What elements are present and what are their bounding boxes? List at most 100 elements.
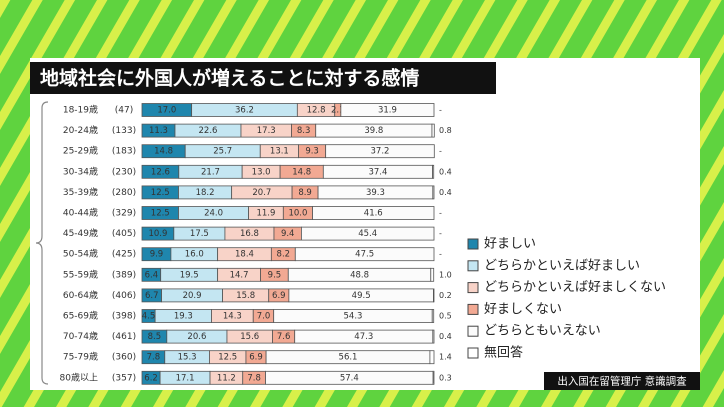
value-label: 6.2	[144, 373, 158, 383]
value-label: 12.5	[151, 209, 170, 219]
category-label: 60-64歳	[63, 289, 98, 301]
category-label: 25-29歳	[63, 145, 98, 157]
value-label: 8.3	[297, 126, 311, 136]
source-box	[544, 372, 700, 390]
value-label: 14.3	[223, 312, 242, 322]
value-label: 11.2	[217, 373, 236, 383]
value-label: 15.8	[236, 291, 255, 301]
category-label: 70-74歳	[63, 330, 98, 342]
legend-label: 好ましくない	[484, 302, 562, 317]
value-label: 6.9	[272, 291, 286, 301]
value-label: 36.2	[235, 106, 254, 116]
value-label: -	[439, 106, 442, 115]
value-label: 49.5	[352, 291, 371, 301]
value-label: 22.6	[199, 126, 218, 136]
value-label: 2.1	[331, 106, 345, 116]
source: 出入国在留管理庁 意識調査	[557, 375, 687, 388]
category-label: 20-24歳	[63, 124, 98, 136]
value-label: 1.4	[439, 353, 452, 362]
value-label: 11.3	[149, 126, 168, 136]
sample-size: (461)	[112, 332, 136, 342]
legend-swatch	[467, 282, 479, 294]
value-label: 57.4	[340, 373, 359, 383]
bar-segment	[432, 164, 435, 179]
bar-segment	[294, 247, 435, 262]
category-label: 75-79歳	[63, 351, 98, 363]
value-label: 9.5	[268, 270, 282, 280]
category-label: 65-69歳	[63, 310, 98, 322]
value-label: 20.6	[187, 332, 206, 342]
value-label: 14.8	[292, 167, 311, 177]
bracket	[35, 101, 49, 385]
bar-segment	[429, 350, 435, 365]
category-label: 35-39歳	[63, 186, 98, 198]
value-label: 16.8	[240, 229, 259, 239]
category-label: 50-54歳	[63, 248, 98, 260]
value-label: 56.1	[339, 353, 358, 363]
value-label: 15.6	[240, 332, 259, 342]
category-label: 45-49歳	[63, 227, 98, 239]
value-label: 8.2	[277, 250, 291, 260]
value-label: 8.9	[298, 188, 312, 198]
category-label: 55-59歳	[63, 268, 98, 280]
value-label: 47.3	[354, 332, 373, 342]
legend-swatch	[467, 347, 479, 359]
bar-segment	[433, 288, 435, 303]
legend-label: どちらかといえば好ましい	[484, 258, 640, 273]
value-label: 10.9	[148, 229, 167, 239]
sample-size: (405)	[112, 229, 136, 239]
value-label: 0.5	[439, 312, 452, 321]
value-label: 9.9	[150, 250, 164, 260]
sample-size: (230)	[112, 167, 136, 177]
sample-size: (47)	[115, 106, 133, 116]
value-label: 20.9	[183, 291, 202, 301]
bar-segment	[325, 144, 435, 159]
bar-segment	[340, 103, 435, 117]
sample-size: (389)	[112, 270, 136, 280]
value-label: 0.8	[439, 126, 452, 135]
bar-segment	[431, 123, 435, 138]
legend-swatch	[467, 260, 479, 272]
bar-segment	[432, 329, 435, 344]
sample-size: (183)	[112, 147, 136, 157]
category-label: 30-34歳	[63, 165, 98, 177]
legend-swatch	[467, 303, 479, 315]
legend-swatch	[467, 238, 479, 250]
value-label: 13.0	[252, 167, 271, 177]
value-label: -	[439, 147, 442, 156]
value-label: 9.3	[305, 147, 319, 157]
legend-label: 好ましい	[484, 237, 536, 252]
value-label: 10.0	[288, 209, 307, 219]
value-label: 13.1	[270, 147, 289, 157]
value-label: 12.8	[307, 106, 326, 116]
value-label: 37.4	[368, 167, 387, 177]
value-label: 15.3	[178, 353, 197, 363]
value-label: 12.5	[218, 353, 237, 363]
value-label: 37.2	[371, 147, 390, 157]
value-label: 18.2	[196, 188, 215, 198]
value-label: 4.5	[142, 312, 156, 322]
value-label: 11.9	[256, 209, 275, 219]
value-label: 31.9	[378, 106, 397, 116]
bar-segment	[431, 309, 435, 323]
sample-size: (357)	[112, 373, 136, 383]
value-label: 17.0	[157, 106, 176, 116]
value-label: 6.9	[249, 353, 263, 363]
value-label: 25.7	[213, 147, 232, 157]
value-label: 0.4	[439, 332, 452, 341]
value-label: 17.5	[190, 229, 209, 239]
value-label: 16.0	[185, 250, 204, 260]
legend-label: 無回答	[484, 345, 523, 361]
value-label: 48.8	[350, 270, 369, 280]
bar-segment	[301, 226, 435, 241]
value-label: 7.0	[257, 312, 271, 322]
value-label: 7.6	[277, 332, 291, 342]
value-label: 14.7	[230, 270, 249, 280]
value-label: 19.5	[180, 270, 199, 280]
title: 地域社会に外国人が増えることに対する感情	[40, 67, 419, 90]
value-label: -	[439, 250, 442, 259]
sample-size: (133)	[112, 126, 136, 136]
value-label: 0.4	[439, 188, 452, 197]
